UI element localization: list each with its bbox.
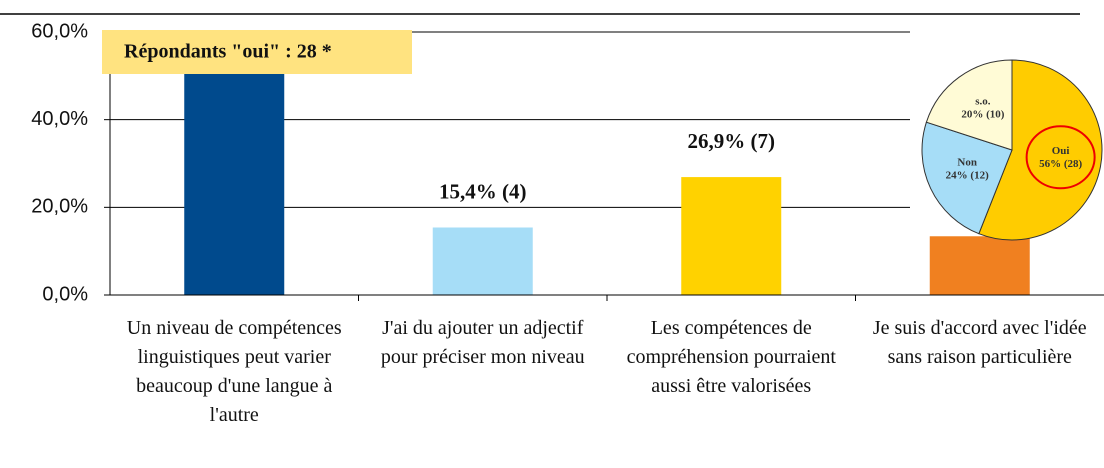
pie-slice [925, 59, 1013, 151]
annotation: Répondants "oui" : 28 * [124, 41, 332, 63]
pie-label: Oui [1052, 145, 1070, 157]
x-tick-label: Les compétences de compréhension pourrai… [626, 317, 836, 397]
x-tick-label: Je suis d'accord avec l'idée sans raison… [872, 317, 1087, 368]
bar [184, 42, 285, 295]
pie-value-label: 20% (10) [961, 108, 1004, 120]
pie-slice [978, 59, 1103, 241]
highlight-circle [1025, 125, 1096, 190]
y-tick-label: 20,0% [31, 196, 88, 218]
pie-value-label: 56% (28) [1039, 158, 1082, 170]
pie-value-label: 24% (12) [946, 170, 989, 182]
y-tick-label: 0,0% [42, 283, 88, 305]
pie-label: Non [957, 157, 977, 169]
y-tick-label: 40,0% [31, 108, 88, 130]
x-tick-label: J'ai du ajouter un adjectif pour précise… [380, 317, 585, 368]
bar [432, 227, 533, 295]
value-label: 15,4% (4) [439, 179, 527, 203]
x-tick-label: Un niveau de compétences linguistiques p… [126, 317, 342, 426]
bar [929, 236, 1030, 295]
pie-slice [921, 121, 1013, 235]
pie-label: s.o. [975, 95, 991, 107]
bar [681, 177, 782, 295]
value-label: 26,9% (7) [688, 129, 776, 153]
annotation-box [102, 30, 412, 74]
y-tick-label: 60,0% [31, 20, 88, 42]
